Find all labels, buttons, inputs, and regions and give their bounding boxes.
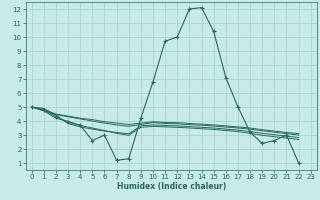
X-axis label: Humidex (Indice chaleur): Humidex (Indice chaleur) [116, 182, 226, 191]
